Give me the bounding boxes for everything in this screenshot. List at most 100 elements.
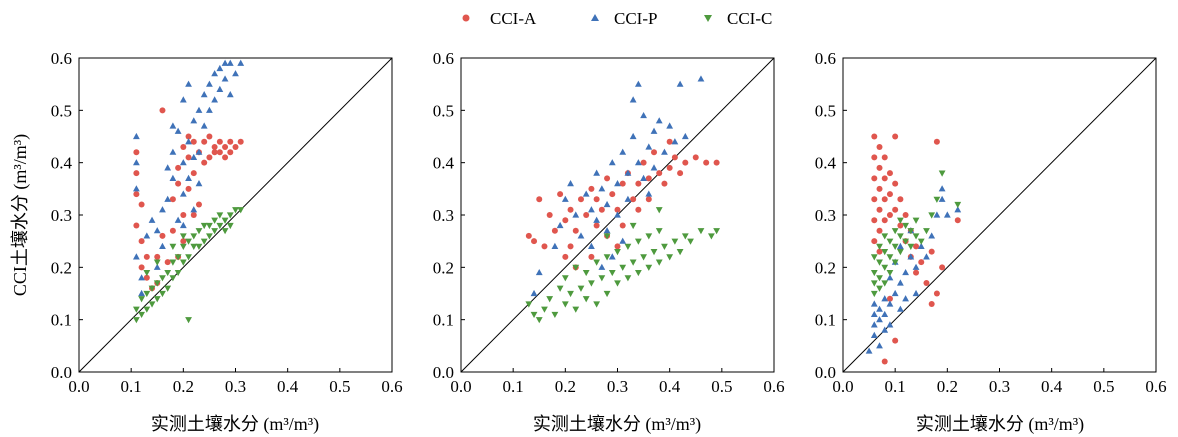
point-cci-a [645,196,652,203]
point-cci-c [132,306,140,313]
point-cci-a [876,164,883,171]
y-tick-label: 0.1 [815,311,836,330]
point-cci-a [635,206,642,213]
x-tick-label: 0.3 [607,377,628,396]
point-cci-a [692,154,699,161]
legend-marker-cci-c [704,15,712,22]
point-cci-c [588,280,595,287]
point-cci-p [164,195,172,202]
point-cci-p [928,232,936,239]
point-cci-c [556,285,564,292]
point-cci-c [902,238,909,245]
point-cci-p [886,321,894,328]
point-cci-p [582,190,590,197]
point-cci-a [661,180,668,187]
point-cci-p [195,180,203,187]
point-cci-p [598,263,606,270]
point-cci-a [567,206,574,213]
point-cci-p [645,190,653,197]
point-cci-c [876,243,883,250]
point-cci-p [169,148,177,155]
point-cci-c [655,228,663,235]
point-cci-a [227,149,234,156]
point-cci-c [891,243,899,250]
point-cci-a [175,164,182,171]
point-cci-a [583,212,590,218]
x-axis-label: 实测土壤水分 (m³/m³) [916,414,1084,435]
y-tick-label: 0.2 [51,258,72,277]
point-cci-c [697,228,705,235]
point-cci-a [876,227,883,234]
point-cci-a [557,191,564,198]
point-cci-a [562,253,569,260]
point-cci-p [876,305,883,312]
point-cci-c [645,233,653,240]
x-tick-label: 0.2 [937,377,958,396]
point-cci-p [608,253,616,260]
point-cci-p [148,216,156,223]
point-cci-c [190,233,198,240]
point-cci-c [206,233,213,240]
point-cci-a [232,143,239,150]
point-cci-p [933,211,941,218]
point-cci-a [593,196,600,203]
point-cci-c [645,264,653,271]
point-cci-a [222,143,229,150]
point-cci-a [593,222,600,229]
point-cci-c [525,301,533,308]
legend-label-cci-a: CCI-A [490,9,537,28]
point-cci-a [525,232,532,239]
point-cci-p [896,305,904,312]
point-cci-a [933,138,940,145]
point-cci-a [886,212,893,218]
point-cci-p [567,180,574,187]
point-cci-p [561,195,569,202]
point-cci-c [195,228,203,235]
point-cci-c [917,238,925,245]
point-cci-p [132,159,140,166]
point-cci-a [923,280,930,287]
point-cci-a [913,269,920,276]
point-cci-a [876,185,883,192]
point-cci-a [180,212,187,218]
point-cci-a [871,133,878,140]
point-cci-c [226,222,234,230]
point-cci-c [614,249,621,256]
y-tick-label: 0.6 [51,49,72,68]
point-cci-a [871,238,878,245]
point-cci-a [572,227,579,234]
point-cci-c [159,275,166,282]
point-cci-a [138,264,145,271]
point-cci-c [933,196,941,203]
point-cci-p [886,274,894,281]
point-cci-a [614,206,621,213]
point-cci-p [221,59,229,66]
point-cci-a [666,138,673,145]
point-cci-c [676,249,684,256]
point-cci-p [923,253,930,260]
point-cci-a [169,227,176,234]
point-cci-p [226,91,234,98]
point-cci-c [138,296,145,303]
x-tick-label: 0.0 [450,377,471,396]
x-tick-label: 0.1 [121,377,142,396]
point-cci-p [954,206,962,213]
point-cci-p [614,180,621,187]
point-cci-a [871,217,878,224]
point-cci-c [153,296,161,303]
point-cci-a [175,180,182,187]
point-cci-a [881,217,888,224]
point-cci-p [577,232,585,239]
y-tick-label: 0.2 [433,258,454,277]
point-cci-c [870,269,878,277]
point-cci-a [201,138,208,145]
point-cci-p [206,80,213,87]
point-cci-a [164,259,171,266]
point-cci-c [185,254,192,261]
point-cci-p [645,143,653,150]
y-tick-label: 0.3 [815,206,836,225]
x-tick-label: 0.2 [173,377,194,396]
point-cci-c [211,228,219,235]
point-cci-c [619,264,627,271]
point-cci-a [237,138,244,145]
